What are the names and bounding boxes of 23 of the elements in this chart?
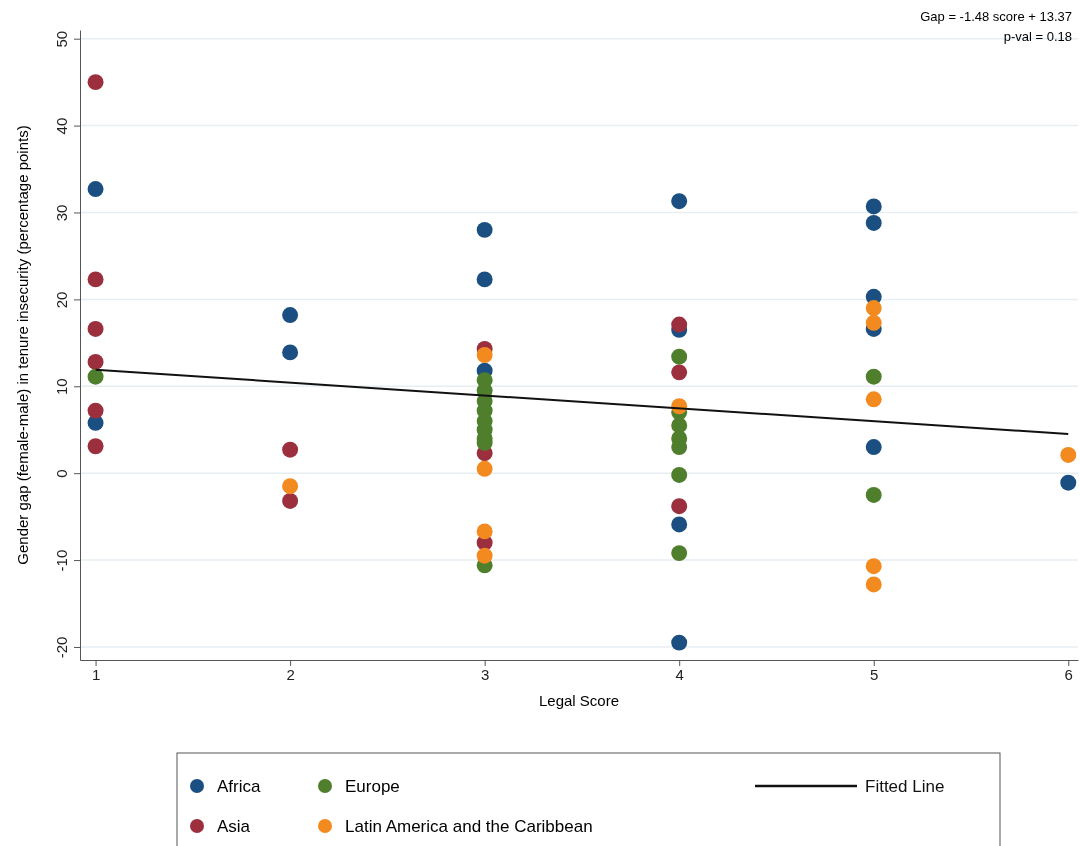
y-tick-label: -10: [53, 549, 71, 572]
y-tick-label: 0: [53, 469, 71, 478]
legend-label: Africa: [217, 776, 261, 796]
y-tick-label: 50: [53, 30, 71, 48]
text: Fitted Line: [865, 776, 945, 796]
annotation: p-val = 0.18: [1003, 28, 1072, 44]
x-tick-label: 1: [91, 665, 101, 683]
x-tick-label: 5: [870, 665, 879, 683]
legend-label: Latin America and the Caribbean: [345, 816, 593, 836]
legend-label: Europe: [345, 776, 400, 796]
x-tick-label: 3: [480, 665, 490, 683]
y-axis-title: Gender gap (female-male) in tenure insecurity (percentage points): [14, 125, 31, 565]
y-tick-label: 20: [53, 291, 71, 309]
x-tick-label: 2: [286, 665, 295, 683]
y-tick-label: 40: [53, 117, 71, 135]
x-tick-label: 4: [675, 665, 684, 683]
text: Gap = -1.48 score + 13.37: [920, 8, 1072, 24]
legend-label: Asia: [217, 816, 251, 836]
x-axis-title: Legal Score: [538, 692, 620, 709]
y-tick-label: -20: [53, 636, 71, 659]
x-tick-label: 6: [1064, 665, 1073, 683]
y-tick-label: 30: [53, 204, 71, 222]
y-tick-label: 10: [53, 378, 71, 396]
